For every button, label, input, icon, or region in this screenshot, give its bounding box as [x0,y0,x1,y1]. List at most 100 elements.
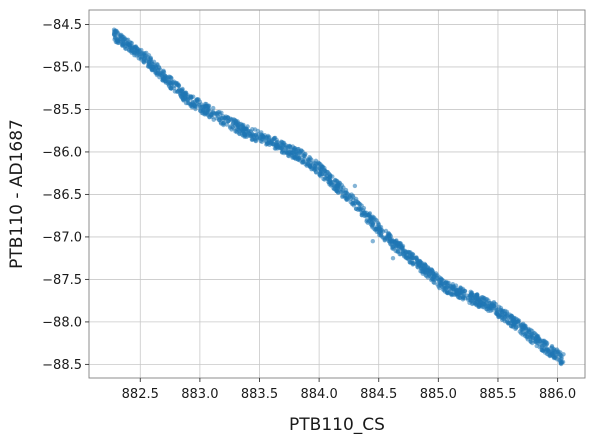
data-point [490,307,495,313]
data-point [182,96,187,101]
data-point [210,109,216,115]
data-point [419,266,424,271]
x-tick-label: 883.0 [181,387,218,402]
data-point [373,227,378,232]
x-tick-label: 885.5 [479,387,516,402]
data-point [297,150,302,156]
data-point [499,313,504,318]
data-point [133,45,138,50]
data-point [237,131,242,136]
x-axis: 882.5 883.0 883.5 884.0 884.5 885.0 885.5 886.0 [122,378,576,402]
data-point [424,273,429,279]
data-point [389,238,394,243]
data-point [340,188,345,193]
data-point [425,265,431,270]
data-point [174,82,179,87]
y-tick-label: −85.5 [42,103,82,118]
data-point [450,292,455,297]
data-point [404,249,409,255]
data-point [541,338,546,344]
data-point [168,86,173,91]
data-point [512,321,517,326]
data-point [523,330,528,336]
x-tick-label: 882.5 [122,387,159,402]
data-point [238,121,244,127]
data-point [457,295,463,300]
data-point [424,268,430,274]
data-point [334,188,339,194]
data-point [558,352,563,358]
data-point [447,290,452,295]
data-point [411,261,416,266]
data-point [345,191,350,196]
data-point [477,298,483,303]
data-point [280,143,286,148]
data-point [357,201,362,206]
data-point [374,218,379,223]
x-tick-label: 885.0 [420,387,457,402]
data-point [177,87,182,92]
y-tick-label: −87.0 [42,230,82,245]
data-point [393,240,398,245]
data-point [225,115,231,121]
data-point [149,67,154,72]
data-point [369,223,374,228]
data-point [386,230,391,236]
data-point [311,164,317,169]
data-point [440,281,445,286]
data-point [397,240,402,246]
data-point [151,59,157,64]
data-point [397,244,403,250]
data-point [167,80,172,85]
data-point [232,118,238,123]
data-point [221,122,226,128]
data-point [194,97,199,102]
data-point [112,35,118,41]
data-point [517,329,522,334]
y-tick-label: −85.0 [42,60,82,75]
data-point [539,343,545,349]
data-point [188,95,193,100]
data-points [111,27,566,367]
data-point [560,359,566,365]
data-point [528,332,533,338]
data-point [286,147,291,153]
data-point [390,256,396,261]
data-point [146,62,151,67]
data-point [389,241,395,247]
data-point [260,133,265,139]
data-point [378,233,384,238]
data-point [135,48,140,54]
data-point [414,255,419,261]
data-point [120,43,125,48]
data-point [319,164,324,169]
data-point [370,239,375,244]
y-tick-label: −88.5 [42,358,82,373]
data-point [415,260,420,266]
data-point [163,78,168,84]
data-point [214,116,219,121]
data-point [359,211,364,216]
data-point [292,146,297,151]
data-point [265,141,270,147]
x-tick-label: 883.5 [241,387,278,402]
y-tick-label: −86.0 [42,145,82,160]
x-axis-label: PTB110_CS [289,415,385,435]
data-point [269,140,274,146]
data-point [367,211,372,217]
data-point [164,75,169,80]
data-point [444,284,450,289]
data-point [116,37,121,42]
data-point [321,167,327,173]
data-point [205,111,211,116]
data-point [476,304,481,309]
data-point [494,310,500,315]
data-point [153,68,158,74]
data-point [296,157,301,162]
data-point [155,62,160,67]
data-point [197,102,202,108]
data-point [404,253,410,258]
data-point [499,307,504,313]
data-point [329,182,335,188]
data-point [520,322,525,327]
